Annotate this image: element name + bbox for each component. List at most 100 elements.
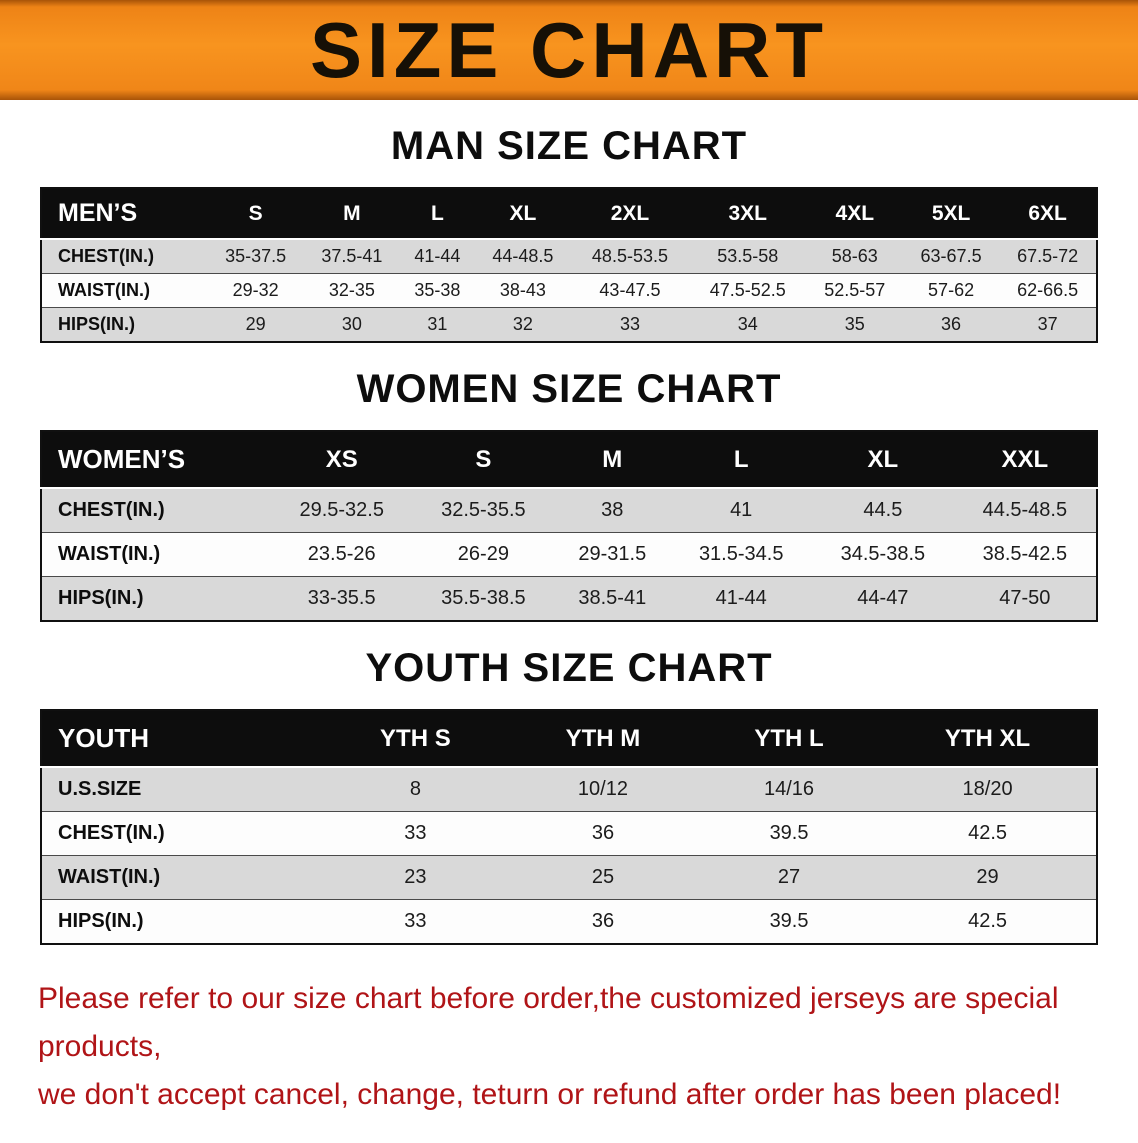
size-value-cell: 33 bbox=[323, 899, 507, 944]
size-value-cell: 38 bbox=[601, 499, 624, 521]
size-value-cell: 10/12 bbox=[577, 778, 628, 800]
size-value-cell: 44.5 bbox=[863, 499, 903, 521]
size-value-cell: 29-32 bbox=[207, 273, 304, 308]
banner-title: SIZE CHART bbox=[310, 6, 828, 94]
men-size-table: MEN’S S M L XL 2XL 3XL 4XL 5XL 6XL CHEST(IN.) 35-37… bbox=[40, 187, 1098, 343]
size-value-cell: 42.5 bbox=[879, 899, 1097, 944]
size-value-cell: 57-62 bbox=[902, 273, 1000, 308]
size-value-cell: 37.5-41 bbox=[321, 246, 383, 266]
column-header-cell: YTH L bbox=[698, 710, 880, 768]
size-chart-page: SIZE CHART MAN SIZE CHART MEN’S S M L XL 2XL 3… bbox=[0, 0, 1138, 1119]
section-women: WOMEN SIZE CHART WOMEN’S XS S M L XL XXL CHEST(… bbox=[0, 367, 1138, 622]
size-value-cell: 29-31.5 bbox=[554, 532, 671, 577]
size-value-cell: 35.5-38.5 bbox=[412, 576, 555, 621]
size-value-cell: 36 bbox=[506, 899, 699, 944]
column-header-cell: L bbox=[670, 431, 813, 489]
column-header-cell: M bbox=[554, 431, 671, 489]
size-value-cell: 23 bbox=[323, 855, 507, 900]
column-header-cell: S bbox=[412, 431, 555, 489]
column-header-cell: XXL bbox=[953, 431, 1097, 489]
size-value-cell: 23.5-26 bbox=[270, 532, 413, 577]
section-youth: YOUTH SIZE CHART YOUTH YTH S YTH M YTH L YTH… bbox=[0, 646, 1138, 945]
table-header-row: YOUTH YTH S YTH M YTH L YTH XL bbox=[41, 710, 1097, 768]
size-value-cell: 42.5 bbox=[879, 811, 1097, 856]
size-value-cell: 67.5-72 bbox=[1017, 246, 1079, 266]
column-header-cell: XS bbox=[270, 431, 413, 489]
table-row: WAIST(IN.) 23.5-26 26-29 29-31.5 31.5-34.5 34… bbox=[41, 532, 1097, 577]
column-header-cell: XL bbox=[474, 188, 572, 240]
size-value-cell: 31 bbox=[400, 307, 475, 342]
size-value-cell: 18/20 bbox=[962, 778, 1013, 800]
size-value-cell: 62-66.5 bbox=[999, 273, 1097, 308]
table-row: HIPS(IN.) 33 36 39.5 42.5 bbox=[41, 899, 1097, 944]
footnote: Please refer to our size chart before or… bbox=[0, 975, 1138, 1119]
size-value-cell: 36 bbox=[902, 307, 1000, 342]
women-size-table: WOMEN’S XS S M L XL XXL CHEST(IN.) 29.5-32.5 32.5… bbox=[40, 430, 1098, 622]
footnote-line-2: we don't accept cancel, change, teturn o… bbox=[38, 1078, 1062, 1111]
size-value-cell: 34.5-38.5 bbox=[812, 532, 954, 577]
size-value-cell: 63-67.5 bbox=[920, 246, 982, 266]
row-label-cell: HIPS(IN.) bbox=[41, 899, 324, 944]
table-row: WAIST(IN.) 23 25 27 29 bbox=[41, 855, 1097, 900]
size-value-cell: 47.5-52.5 bbox=[688, 273, 807, 308]
column-header-cell: YTH XL bbox=[879, 710, 1097, 768]
size-value-cell: 29 bbox=[879, 855, 1097, 900]
size-value-cell: 33 bbox=[571, 307, 689, 342]
table-row: U.S.SIZE 8 10/12 14/16 18/20 bbox=[41, 767, 1097, 812]
table-title-cell: YOUTH bbox=[41, 710, 324, 768]
row-label-cell: U.S.SIZE bbox=[58, 778, 142, 800]
column-header-cell: 2XL bbox=[571, 188, 689, 240]
size-value-cell: 39.5 bbox=[698, 899, 880, 944]
table-header-row: WOMEN’S XS S M L XL XXL bbox=[41, 431, 1097, 489]
table-row: CHEST(IN.) 33 36 39.5 42.5 bbox=[41, 811, 1097, 856]
footnote-line-1: Please refer to our size chart before or… bbox=[38, 982, 1059, 1063]
row-label-cell: WAIST(IN.) bbox=[41, 532, 271, 577]
size-value-cell: 29.5-32.5 bbox=[299, 499, 384, 521]
row-label-cell: CHEST(IN.) bbox=[58, 499, 165, 521]
size-value-cell: 39.5 bbox=[698, 811, 880, 856]
table-row: HIPS(IN.) 29 30 31 32 33 34 35 36 37 bbox=[41, 307, 1097, 342]
table-row: CHEST(IN.) 29.5-32.5 32.5-35.5 38 41 44.5 44.5… bbox=[41, 488, 1097, 533]
size-value-cell: 36 bbox=[506, 811, 699, 856]
column-header-cell: YTH S bbox=[323, 710, 507, 768]
size-value-cell: 34 bbox=[688, 307, 807, 342]
size-value-cell: 41 bbox=[730, 499, 753, 521]
column-header-cell: M bbox=[303, 188, 401, 240]
row-label-cell: WAIST(IN.) bbox=[41, 855, 324, 900]
size-value-cell: 32-35 bbox=[303, 273, 401, 308]
size-value-cell: 38.5-42.5 bbox=[953, 532, 1097, 577]
size-value-cell: 44-47 bbox=[812, 576, 954, 621]
size-value-cell: 32.5-35.5 bbox=[441, 499, 526, 521]
section-men: MAN SIZE CHART MEN’S S M L XL 2XL 3XL 4XL 5XL 6XL… bbox=[0, 124, 1138, 343]
size-value-cell: 35 bbox=[806, 307, 903, 342]
column-header-cell: 4XL bbox=[806, 188, 903, 240]
size-value-cell: 32 bbox=[474, 307, 572, 342]
size-value-cell: 53.5-58 bbox=[717, 246, 779, 266]
size-value-cell: 41-44 bbox=[414, 246, 461, 266]
size-value-cell: 35-37.5 bbox=[225, 246, 287, 266]
size-value-cell: 37 bbox=[999, 307, 1097, 342]
table-title-cell: MEN’S bbox=[41, 188, 208, 240]
row-label-cell: CHEST(IN.) bbox=[58, 246, 154, 266]
size-value-cell: 27 bbox=[698, 855, 880, 900]
column-header-cell: YTH M bbox=[506, 710, 699, 768]
size-value-cell: 25 bbox=[506, 855, 699, 900]
size-value-cell: 38-43 bbox=[474, 273, 572, 308]
size-value-cell: 14/16 bbox=[764, 778, 815, 800]
size-value-cell: 8 bbox=[409, 778, 421, 800]
size-value-cell: 43-47.5 bbox=[571, 273, 689, 308]
size-value-cell: 44-48.5 bbox=[492, 246, 554, 266]
size-value-cell: 58-63 bbox=[831, 246, 878, 266]
table-row: WAIST(IN.) 29-32 32-35 35-38 38-43 43-47.5 47.… bbox=[41, 273, 1097, 308]
size-value-cell: 33-35.5 bbox=[270, 576, 413, 621]
column-header-cell: 5XL bbox=[902, 188, 1000, 240]
banner: SIZE CHART bbox=[0, 0, 1138, 100]
size-value-cell: 31.5-34.5 bbox=[670, 532, 813, 577]
size-value-cell: 47-50 bbox=[953, 576, 1097, 621]
size-value-cell: 52.5-57 bbox=[806, 273, 903, 308]
column-header-cell: 6XL bbox=[999, 188, 1097, 240]
size-value-cell: 29 bbox=[207, 307, 304, 342]
row-label-cell: CHEST(IN.) bbox=[41, 811, 324, 856]
table-row: HIPS(IN.) 33-35.5 35.5-38.5 38.5-41 41-44 44-… bbox=[41, 576, 1097, 621]
youth-size-table: YOUTH YTH S YTH M YTH L YTH XL U.S.SIZE 8 10/12… bbox=[40, 709, 1098, 945]
